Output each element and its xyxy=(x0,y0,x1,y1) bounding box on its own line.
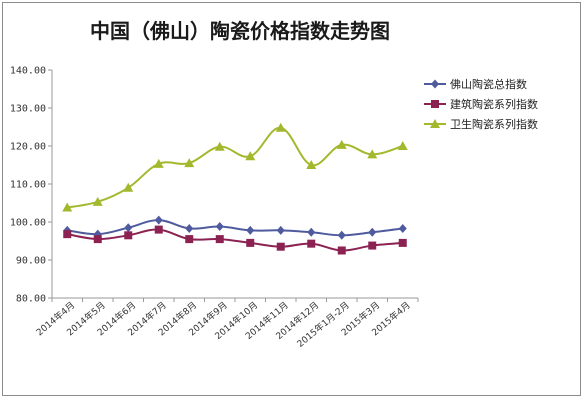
x-tick-label: 2015年1月-2月 xyxy=(294,299,351,350)
data-point-1 xyxy=(337,246,346,255)
y-tick-label: 110.00 xyxy=(10,180,46,191)
data-point-0 xyxy=(124,223,133,233)
data-point-0 xyxy=(276,225,285,235)
y-tick-label: 140.00 xyxy=(10,66,46,77)
y-tick-labels: 80.00 90.00 100.00 110.00 120.00 130.00 140.00 xyxy=(10,66,52,305)
data-point-1 xyxy=(63,230,72,239)
y-tick-label: 130.00 xyxy=(10,104,46,115)
data-point-1 xyxy=(215,235,224,244)
series-markers xyxy=(62,122,408,255)
data-point-2 xyxy=(397,141,408,150)
series-line-0 xyxy=(67,219,403,237)
data-point-2 xyxy=(62,202,73,212)
data-point-1 xyxy=(124,231,133,240)
series-line-2 xyxy=(67,126,404,209)
data-point-2 xyxy=(92,196,103,206)
data-point-2 xyxy=(306,160,317,169)
data-point-0 xyxy=(337,230,346,240)
data-point-2 xyxy=(123,182,134,192)
legend-label: 建筑陶瓷系列指数 xyxy=(450,97,538,111)
data-point-2 xyxy=(214,141,225,151)
legend-marker-0 xyxy=(431,79,439,89)
legend-label: 卫生陶瓷系列指数 xyxy=(450,117,538,131)
data-point-0 xyxy=(398,223,407,233)
data-point-0 xyxy=(246,225,255,235)
data-point-1 xyxy=(398,238,407,247)
y-tick-label: 90.00 xyxy=(16,256,46,267)
data-point-1 xyxy=(93,235,102,244)
data-point-2 xyxy=(275,122,286,132)
data-point-0 xyxy=(215,222,224,232)
data-point-2 xyxy=(153,158,164,168)
data-point-0 xyxy=(307,227,316,237)
legend-marker-1 xyxy=(431,100,439,108)
legend-label: 佛山陶瓷总指数 xyxy=(450,77,527,91)
data-point-1 xyxy=(154,225,163,234)
x-tick-labels: 2014年4月2014年5月2014年6月2014年7月2014年8月2014年… xyxy=(34,298,419,350)
data-point-1 xyxy=(307,239,316,248)
legend-marker-2 xyxy=(430,119,440,128)
data-point-2 xyxy=(184,158,195,168)
y-tick-label: 100.00 xyxy=(10,218,46,229)
y-tick-label: 120.00 xyxy=(10,142,46,153)
data-point-1 xyxy=(185,235,194,244)
data-point-2 xyxy=(336,139,347,149)
data-point-0 xyxy=(368,227,377,237)
data-point-1 xyxy=(368,241,377,250)
data-point-2 xyxy=(367,149,378,159)
data-point-0 xyxy=(154,215,163,225)
series-line-1 xyxy=(67,228,403,252)
chart-title: 中国（佛山）陶瓷价格指数走势图 xyxy=(90,19,390,43)
y-tick-label: 80.00 xyxy=(16,294,46,305)
series-lines xyxy=(67,126,404,252)
data-point-0 xyxy=(185,223,194,233)
data-point-2 xyxy=(245,151,256,161)
data-point-1 xyxy=(276,242,285,251)
data-point-1 xyxy=(246,238,255,247)
